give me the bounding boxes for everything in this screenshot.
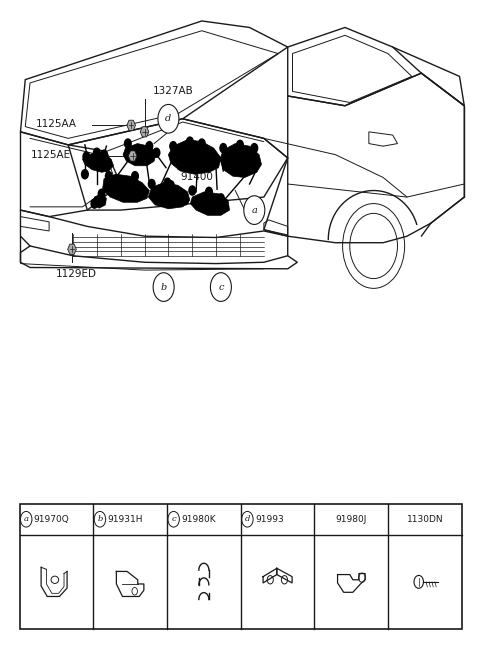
- Text: 91970Q: 91970Q: [34, 515, 70, 524]
- Text: 1327AB: 1327AB: [153, 86, 194, 96]
- Circle shape: [158, 104, 179, 133]
- Text: 91400: 91400: [180, 172, 213, 182]
- Circle shape: [187, 137, 193, 146]
- Polygon shape: [220, 143, 262, 178]
- Circle shape: [241, 512, 253, 527]
- Circle shape: [21, 512, 32, 527]
- Circle shape: [153, 272, 174, 301]
- Polygon shape: [140, 127, 149, 137]
- Circle shape: [98, 189, 105, 198]
- Polygon shape: [128, 151, 137, 161]
- Circle shape: [83, 152, 90, 161]
- Circle shape: [189, 186, 196, 195]
- Text: 91993: 91993: [255, 515, 284, 524]
- Text: d: d: [165, 114, 171, 123]
- Circle shape: [182, 196, 189, 205]
- Text: 1130DN: 1130DN: [407, 515, 444, 524]
- Circle shape: [101, 150, 108, 159]
- Polygon shape: [168, 140, 221, 174]
- Circle shape: [205, 187, 212, 196]
- Circle shape: [164, 178, 171, 187]
- Text: 1125AA: 1125AA: [36, 119, 77, 129]
- Polygon shape: [93, 194, 107, 208]
- Polygon shape: [191, 192, 229, 215]
- Circle shape: [153, 148, 160, 157]
- Circle shape: [146, 141, 153, 151]
- Polygon shape: [123, 143, 156, 166]
- Circle shape: [132, 172, 138, 181]
- Circle shape: [148, 179, 155, 189]
- Circle shape: [94, 148, 100, 157]
- Circle shape: [244, 196, 265, 225]
- Text: 1125AE: 1125AE: [31, 149, 71, 160]
- Circle shape: [124, 139, 131, 148]
- Polygon shape: [83, 153, 114, 172]
- Text: 91980J: 91980J: [336, 515, 367, 524]
- Circle shape: [82, 170, 88, 179]
- Text: 91980K: 91980K: [181, 515, 216, 524]
- Polygon shape: [103, 174, 149, 202]
- Circle shape: [217, 194, 224, 203]
- Text: a: a: [252, 206, 257, 215]
- Text: 1129ED: 1129ED: [56, 269, 97, 279]
- Text: 91931H: 91931H: [108, 515, 143, 524]
- Circle shape: [91, 199, 98, 208]
- Circle shape: [168, 512, 180, 527]
- Circle shape: [199, 139, 205, 148]
- Text: c: c: [218, 282, 224, 291]
- Text: a: a: [24, 515, 29, 523]
- Text: d: d: [245, 515, 250, 523]
- Circle shape: [220, 143, 227, 153]
- Text: b: b: [97, 515, 103, 523]
- Circle shape: [168, 181, 174, 190]
- Polygon shape: [148, 183, 190, 209]
- Text: c: c: [171, 515, 176, 523]
- Circle shape: [210, 272, 231, 301]
- Text: b: b: [160, 282, 167, 291]
- Circle shape: [106, 172, 112, 181]
- Circle shape: [237, 140, 243, 149]
- Circle shape: [251, 143, 258, 153]
- Circle shape: [94, 512, 106, 527]
- Polygon shape: [127, 121, 135, 130]
- Polygon shape: [68, 244, 76, 254]
- Circle shape: [170, 141, 177, 151]
